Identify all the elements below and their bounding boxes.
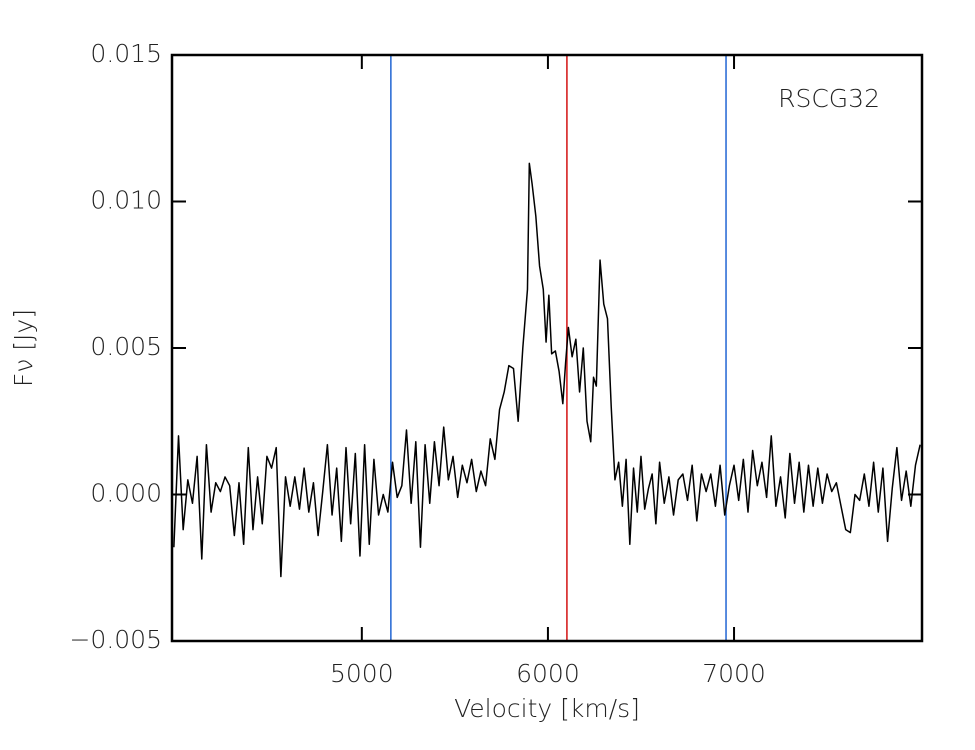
y-tick-label: 0.010 [90,186,162,215]
annotation: RSCG32 [778,84,880,113]
y-tick-label: 0.005 [90,332,162,361]
x-tick-label: 6000 [516,659,580,688]
x-tick-label: 7000 [702,659,766,688]
y-axis-label: Fν [Jy] [9,309,38,387]
y-tick-label: 0.015 [90,39,162,68]
spectrum-line [173,162,921,578]
y-tick-label: −0.005 [69,625,162,654]
x-axis-label: Velocity [km/s] [454,694,640,723]
x-tick-label: 5000 [330,659,394,688]
plot-frame [170,53,924,643]
y-tick-label: 0.000 [90,479,162,508]
